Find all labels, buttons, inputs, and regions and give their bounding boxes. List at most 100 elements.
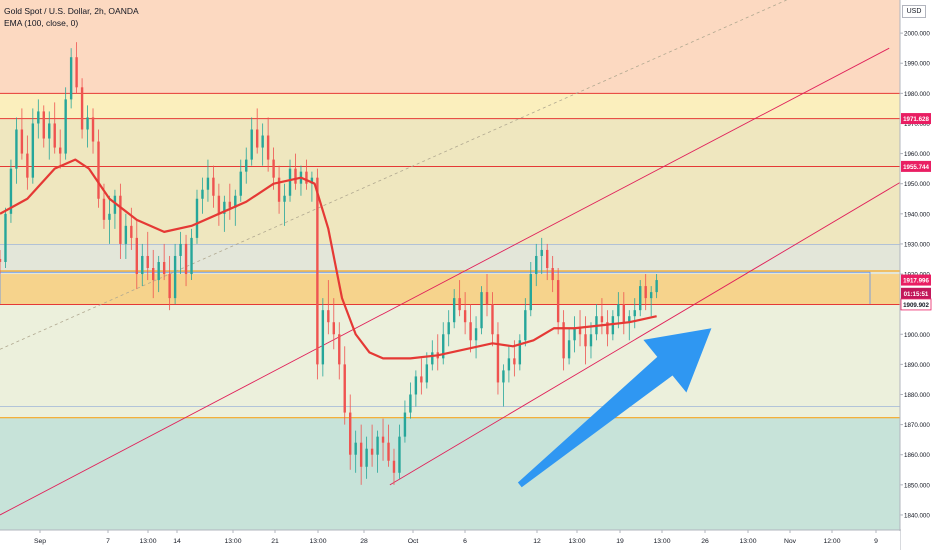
price-badge: 1955.744 bbox=[901, 160, 931, 172]
price-zone bbox=[0, 417, 900, 530]
candle-body bbox=[649, 292, 653, 299]
candle-body bbox=[622, 304, 626, 323]
candle-body bbox=[529, 274, 532, 311]
candle-body bbox=[644, 286, 647, 299]
y-tick-label: 1930.000 bbox=[904, 241, 930, 248]
candle bbox=[376, 430, 379, 473]
candle-body bbox=[359, 442, 363, 467]
candle-body bbox=[611, 316, 615, 335]
candle bbox=[239, 159, 242, 202]
symbol-title: Gold Spot / U.S. Dollar, 2h, OANDA bbox=[4, 6, 139, 16]
candle bbox=[190, 228, 193, 281]
candle bbox=[157, 255, 160, 293]
candle-body bbox=[338, 334, 341, 365]
candle-body bbox=[452, 298, 456, 323]
candle bbox=[42, 105, 45, 148]
candle-body bbox=[15, 129, 18, 169]
candle-body bbox=[321, 310, 325, 365]
candle-body bbox=[496, 334, 500, 383]
candle bbox=[387, 424, 390, 467]
candle bbox=[4, 207, 7, 269]
candle-body bbox=[425, 364, 429, 383]
candle bbox=[392, 448, 396, 485]
candle bbox=[546, 243, 549, 281]
candle bbox=[485, 274, 489, 317]
candle bbox=[655, 274, 658, 299]
candle bbox=[573, 316, 576, 353]
candle-body bbox=[146, 255, 149, 269]
y-tick-label: 1870.000 bbox=[904, 422, 930, 429]
candle-body bbox=[162, 261, 166, 275]
candle-body bbox=[124, 225, 128, 244]
candle bbox=[152, 249, 155, 299]
candle-body bbox=[108, 213, 111, 220]
candle bbox=[162, 243, 166, 281]
candle-body bbox=[261, 135, 264, 148]
price-badge-box bbox=[900, 298, 932, 311]
candle bbox=[370, 424, 374, 467]
candle bbox=[0, 249, 2, 275]
candle bbox=[524, 298, 527, 347]
y-tick-label: 1860.000 bbox=[904, 452, 930, 459]
candle-body bbox=[190, 237, 193, 275]
candle-body bbox=[606, 322, 609, 335]
price-badge-box bbox=[901, 160, 931, 172]
candle bbox=[212, 165, 215, 208]
candle bbox=[228, 183, 232, 220]
x-tick-label: 13:00 bbox=[309, 538, 326, 545]
candle bbox=[628, 310, 631, 341]
candle bbox=[644, 274, 647, 311]
candle-body bbox=[546, 249, 549, 269]
candle bbox=[469, 304, 472, 353]
price-badge: 1917.996 bbox=[901, 274, 931, 286]
price-badge: 1909.902 bbox=[900, 298, 932, 311]
candle bbox=[589, 322, 593, 359]
candle bbox=[195, 189, 199, 244]
price-zone bbox=[0, 0, 900, 94]
candle bbox=[338, 322, 341, 380]
candle-body bbox=[31, 123, 35, 178]
candle bbox=[556, 268, 560, 335]
candle-body bbox=[332, 322, 335, 335]
candle bbox=[365, 436, 368, 479]
candle bbox=[223, 195, 226, 232]
candle bbox=[463, 292, 467, 335]
candle bbox=[633, 298, 636, 329]
candle-body bbox=[119, 195, 122, 244]
candle bbox=[474, 316, 478, 359]
candle-body bbox=[37, 111, 40, 124]
candle-body bbox=[354, 442, 357, 455]
channel-line bbox=[0, 47, 890, 516]
candle-body bbox=[173, 255, 177, 299]
price-badge-box bbox=[901, 287, 931, 299]
candle bbox=[540, 237, 543, 275]
candle-body bbox=[485, 292, 489, 305]
candle-body bbox=[409, 394, 412, 413]
candle bbox=[245, 147, 248, 184]
x-tick-label: 12 bbox=[533, 538, 541, 545]
candle-body bbox=[255, 129, 259, 148]
candle-body bbox=[20, 129, 24, 154]
x-tick-label: Sep bbox=[34, 538, 46, 545]
candle-body bbox=[562, 322, 565, 359]
currency-button[interactable]: USD bbox=[902, 5, 926, 18]
candle bbox=[86, 105, 89, 148]
y-tick-label: 1970.000 bbox=[904, 121, 930, 128]
y-tick-label: 1890.000 bbox=[904, 362, 930, 369]
y-tick-label: 1900.000 bbox=[904, 332, 930, 339]
candle bbox=[53, 102, 56, 154]
candle-body bbox=[250, 129, 253, 160]
x-tick-label: 13:00 bbox=[568, 538, 585, 545]
candle-body bbox=[524, 310, 527, 341]
candle-body bbox=[316, 177, 319, 365]
price-badge-label: 1971.628 bbox=[903, 116, 929, 123]
candle bbox=[201, 177, 204, 214]
candle bbox=[69, 48, 73, 109]
candle bbox=[639, 280, 642, 317]
candle-body bbox=[655, 280, 658, 293]
candle-body bbox=[584, 334, 587, 347]
candle bbox=[425, 352, 429, 389]
candle bbox=[146, 231, 149, 281]
